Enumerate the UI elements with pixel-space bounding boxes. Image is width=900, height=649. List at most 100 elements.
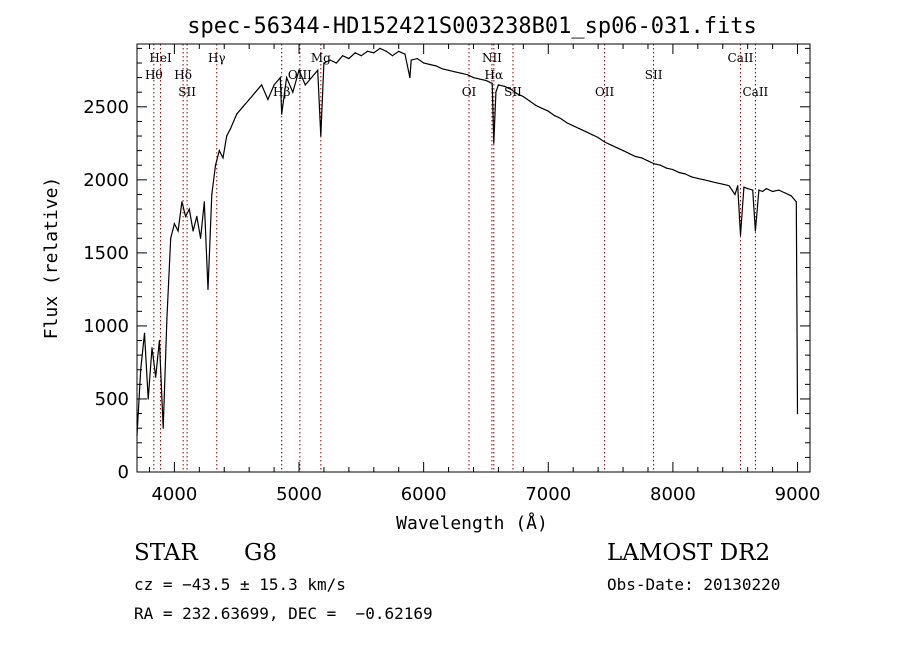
spectrum-point	[497, 84, 499, 86]
spectrum-point	[360, 55, 362, 57]
y-tick-label: 2500	[83, 97, 129, 118]
spectrum-point	[616, 147, 618, 149]
spectrum-point	[236, 113, 238, 115]
spectrum-point	[597, 136, 599, 139]
subclass: G8	[244, 540, 278, 566]
spectrum-point	[493, 142, 495, 144]
x-axis: 4000 5000 6000 7000 8000 9000	[148, 44, 821, 505]
line-marker-label: HeI	[149, 51, 172, 65]
spectrum-point	[758, 189, 760, 191]
spectrum-point	[188, 208, 190, 210]
spectrum-point	[416, 58, 418, 60]
spectrum-point	[441, 68, 443, 70]
spectrum-point	[429, 63, 431, 66]
spectrum-point	[778, 189, 780, 191]
spectrum-point	[739, 234, 742, 236]
line-marker-label: Mg	[311, 51, 331, 65]
spectrum-point	[622, 150, 624, 152]
spectrum-point	[647, 160, 649, 162]
spectrum-point	[354, 52, 356, 54]
x-tick-label: 6000	[401, 484, 447, 505]
spectrum-point	[516, 93, 518, 95]
spectrum-point	[628, 153, 630, 155]
observation-date: Obs-Date: 20130220	[607, 575, 781, 594]
spectrum-point	[162, 427, 164, 429]
spectrum-point	[214, 164, 217, 166]
spectrum-point	[535, 104, 537, 106]
spectrum-point	[495, 91, 497, 93]
spectrum-point	[410, 59, 412, 61]
x-tick-label: 8000	[650, 484, 696, 505]
spectrum-point	[170, 237, 172, 239]
line-marker-label: OII	[595, 85, 615, 99]
spectrum-point	[196, 215, 198, 217]
spectrum-point	[491, 82, 493, 84]
y-tick-label: 500	[95, 389, 129, 410]
spectrum-point	[747, 188, 749, 190]
spectrum-point	[765, 188, 768, 190]
x-axis-label: Wavelength (Å)	[396, 512, 548, 534]
coordinates: RA = 232.63699, DEC = −0.62169	[134, 604, 433, 623]
spectrum-point	[529, 100, 531, 102]
spectrum-point	[267, 98, 269, 101]
line-marker-label: Hβ	[273, 85, 290, 99]
spectrum-point	[466, 74, 468, 76]
spectrum-point	[320, 135, 322, 137]
spectrum-point	[242, 106, 244, 108]
plot-frame	[136, 43, 811, 473]
survey-name: LAMOST DR2	[607, 540, 771, 566]
spectrum-point	[541, 107, 543, 109]
spectrum-point	[173, 223, 175, 225]
spectrum-point	[261, 84, 263, 86]
y-axis-label: Flux (relative)	[41, 177, 62, 340]
spectrum-point	[722, 183, 724, 185]
spectrum-point	[666, 167, 668, 169]
spectrum-point	[281, 113, 283, 115]
spectrum-point	[151, 347, 153, 349]
spectrum-point	[479, 78, 481, 80]
y-tick-label: 1000	[83, 316, 129, 337]
line-marker-label: Hα	[485, 68, 504, 82]
spectrum-point	[772, 190, 774, 193]
spectrum-point	[323, 62, 325, 64]
spectrum-point	[248, 98, 250, 101]
chart-title: spec-56344-HD152421S003238B01_sp06-031.f…	[187, 14, 757, 39]
line-marker-label: Hγ	[208, 51, 226, 65]
spectrum-point	[147, 398, 149, 400]
spectrum-point	[743, 186, 745, 188]
spectrum-point	[697, 177, 699, 179]
spectrum-point	[373, 52, 375, 54]
spectrum-layer	[136, 47, 799, 437]
spectrum-point	[222, 157, 224, 159]
spectrum-point	[158, 339, 160, 342]
spectrum-point	[578, 128, 581, 130]
spectrum-point	[226, 135, 228, 137]
spectrum-point	[522, 96, 525, 98]
spectrum-point	[591, 134, 593, 136]
spectrum-point	[304, 84, 306, 86]
y-tick-label: 0	[118, 462, 129, 483]
line-marker-label: CaII	[742, 85, 768, 99]
spectrum-point	[790, 195, 792, 197]
spectrum-point	[796, 413, 799, 415]
spectrum-point	[192, 230, 194, 232]
spectrum-point	[404, 53, 406, 55]
spectrum-point	[329, 59, 331, 61]
spectrum-point	[603, 141, 606, 143]
spectrum-point	[715, 182, 718, 184]
spectrum-point	[572, 125, 574, 127]
spectrum-point	[653, 163, 655, 165]
x-tick-label: 4000	[151, 484, 197, 505]
spectrum-point	[310, 77, 313, 79]
spectrum-point	[472, 77, 475, 79]
spectrum-point	[254, 91, 256, 93]
spectrum-point	[672, 169, 674, 171]
spectrum-point	[734, 193, 736, 196]
spectrum-point	[728, 185, 730, 187]
spectrum-point	[391, 55, 394, 57]
x-tick-label: 7000	[525, 484, 571, 505]
x-tick-label: 9000	[775, 484, 821, 505]
spectrum-point	[398, 50, 400, 52]
spectrum-point	[298, 69, 300, 71]
